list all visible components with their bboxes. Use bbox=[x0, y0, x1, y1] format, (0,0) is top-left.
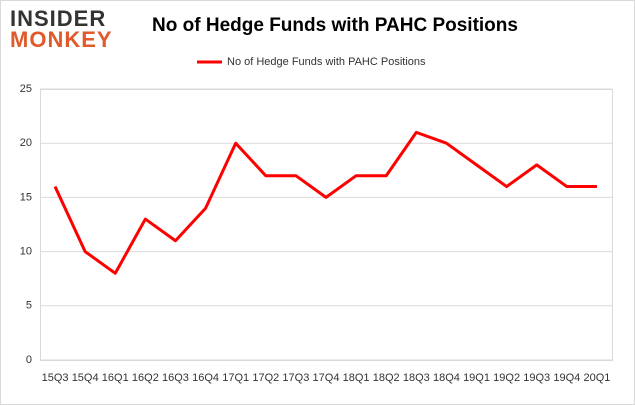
x-tick-label: 18Q3 bbox=[403, 372, 430, 384]
y-tick-label: 15 bbox=[20, 191, 32, 203]
y-tick-label: 5 bbox=[26, 300, 32, 312]
x-tick-label: 17Q2 bbox=[252, 372, 279, 384]
x-tick-label: 17Q1 bbox=[222, 372, 249, 384]
x-tick-label: 16Q4 bbox=[192, 372, 219, 384]
x-tick-label: 16Q1 bbox=[102, 372, 129, 384]
x-tick-label: 18Q1 bbox=[343, 372, 370, 384]
chart-title: No of Hedge Funds with PAHC Positions bbox=[152, 15, 518, 36]
data-line bbox=[53, 130, 597, 275]
x-tick-label: 17Q4 bbox=[313, 372, 340, 384]
x-tick-label: 19Q4 bbox=[553, 372, 580, 384]
x-tick-label: 19Q1 bbox=[463, 372, 490, 384]
x-tick-label: 18Q4 bbox=[433, 372, 460, 384]
x-tick-label: 20Q1 bbox=[583, 372, 610, 384]
logo-bottom: MONKEY bbox=[10, 27, 113, 52]
x-tick-label: 16Q3 bbox=[162, 372, 189, 384]
x-tick-label: 15Q4 bbox=[72, 372, 99, 384]
y-tick-label: 25 bbox=[20, 83, 32, 95]
x-tick-label: 19Q2 bbox=[493, 372, 520, 384]
y-tick-label: 20 bbox=[20, 137, 32, 149]
legend-label: No of Hedge Funds with PAHC Positions bbox=[227, 56, 426, 68]
x-tick-label: 17Q3 bbox=[282, 372, 309, 384]
y-tick-label: 0 bbox=[26, 354, 32, 366]
x-tick-label: 15Q3 bbox=[42, 372, 69, 384]
y-tick-label: 10 bbox=[20, 246, 32, 258]
x-tick-label: 16Q2 bbox=[132, 372, 159, 384]
x-tick-label: 19Q3 bbox=[523, 372, 550, 384]
x-tick-label: 18Q2 bbox=[373, 372, 400, 384]
logo-top: INSIDER bbox=[10, 6, 106, 31]
